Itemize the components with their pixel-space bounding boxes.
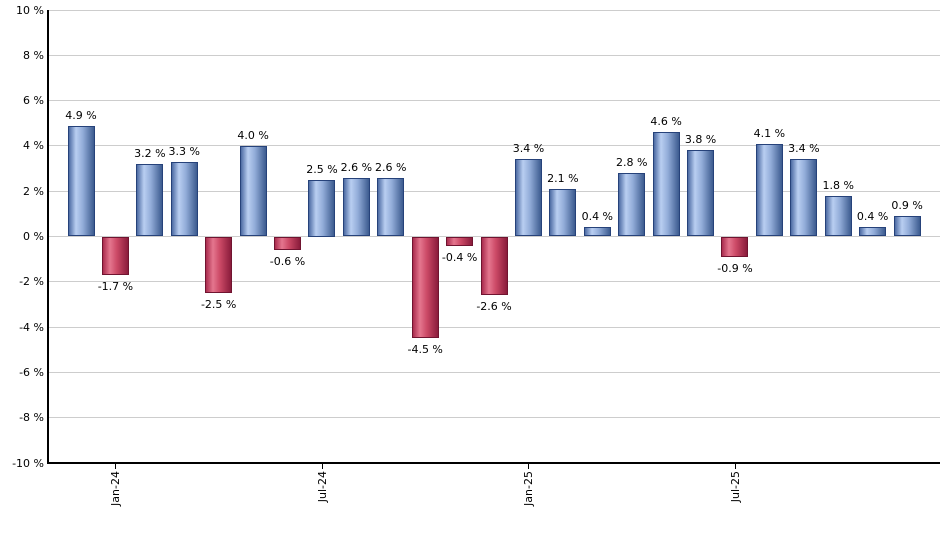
bar-value-label: -0.9 % [717,261,753,275]
y-tick-label: -4 % [19,320,44,334]
bar [618,173,646,237]
y-tick-label: -8 % [19,411,44,425]
y-tick-label: -2 % [19,275,44,289]
bar [170,161,198,237]
bar [859,227,887,237]
bar-value-label: -2.6 % [476,300,512,314]
bar-value-label: 2.6 % [340,160,373,174]
y-tick-label: -6 % [19,365,44,379]
bar [205,236,233,294]
bar-value-label: -1.7 % [97,280,134,293]
y-tick-label: 6 % [23,94,44,108]
bar-value-label: 3.3 % [168,144,200,158]
bar-value-label: 0.4 % [581,210,614,224]
bar-value-label: 4.6 % [650,115,682,129]
x-tick-mark [321,463,323,469]
x-tick-mark [734,463,736,469]
bar-value-label: -4.5 % [407,343,443,357]
gridline [48,371,940,373]
x-tick-mark [528,463,530,469]
bar-value-label: 2.6 % [375,160,407,174]
bar [755,143,783,237]
gridline [48,417,940,419]
bar-value-label: 3.2 % [134,147,166,161]
y-tick-label: 0 % [23,230,44,243]
bar-value-label: 3.8 % [684,133,717,147]
bar-value-label: 0.4 % [856,210,889,224]
bar-value-label: 4.0 % [237,128,269,142]
gridline [48,190,940,192]
bar-value-label: -0.4 % [441,250,478,264]
bar-value-label: 3.4 % [788,142,820,156]
bar [101,236,129,275]
gridline [48,145,940,147]
bar [721,236,749,257]
x-tick-label: Jan-25 [522,471,536,506]
bar [824,195,852,237]
bar-value-label: 0.9 % [891,199,923,213]
y-tick-label: 8 % [23,48,44,62]
bar [687,150,715,237]
bar-value-label: 2.5 % [306,162,338,176]
bar-value-label: 3.4 % [512,142,545,156]
y-tick-label: -10 % [12,456,44,470]
bar-value-label: 1.8 % [822,178,854,192]
bar-value-label: -0.6 % [269,255,306,269]
bar [652,132,680,237]
y-axis-line [47,10,49,464]
bar [411,236,439,339]
gridline [48,9,940,11]
bar-value-label: 4.9 % [65,108,97,122]
bar-value-label: -2.5 % [200,298,237,312]
x-tick-label: Jan-24 [109,471,123,506]
bar [239,145,267,237]
bar [308,179,336,237]
bar [342,177,370,237]
bar [514,159,542,237]
x-axis-line [47,462,940,464]
bar [377,177,405,237]
y-tick-label: 2 % [23,184,44,198]
gridline [48,326,940,328]
bar [583,227,611,237]
gridline [48,54,940,56]
x-tick-label: Jul-25 [728,471,742,503]
x-tick-mark [115,463,117,469]
bar [893,216,921,237]
y-tick-label: 4 % [23,139,44,153]
bar-value-label: 4.1 % [753,126,786,140]
bar [446,236,474,246]
bar [274,236,302,251]
x-tick-label: Jul-24 [315,471,329,503]
bar [67,125,95,237]
bar-value-label: 2.8 % [615,156,648,170]
gridline [48,100,940,102]
bar [480,236,508,296]
bar [549,188,577,237]
bar [136,164,164,237]
y-tick-label: 10 % [16,3,44,17]
bar [790,159,818,237]
bar-value-label: 2.1 % [547,171,579,185]
